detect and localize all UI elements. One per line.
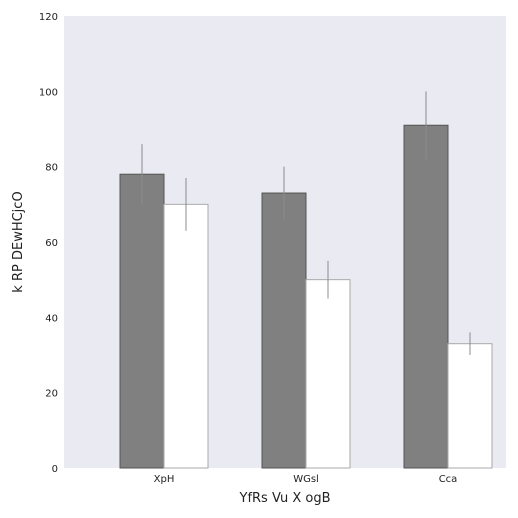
bar xyxy=(305,279,351,469)
y-tick-label: 40 xyxy=(45,313,58,324)
bar xyxy=(261,192,307,469)
y-axis-label: k RP DEwHCjcO xyxy=(11,191,26,292)
x-tick-label: Cca xyxy=(439,474,458,485)
x-tick-label: XpH xyxy=(154,474,175,485)
y-tick-label: 80 xyxy=(45,163,58,174)
x-axis-label: YfRs Vu X ogB xyxy=(239,491,331,506)
y-tick-label: 60 xyxy=(45,238,58,249)
bar xyxy=(119,173,165,469)
x-tick-label: WGsl xyxy=(293,474,319,485)
x-tick-labels: XpH WGsl Cca xyxy=(154,474,458,485)
bar xyxy=(403,124,449,469)
bars-layer xyxy=(119,124,493,469)
y-tick-labels: 0 20 40 60 80 100 120 xyxy=(39,12,58,475)
bar xyxy=(447,343,493,469)
y-tick-label: 0 xyxy=(52,464,58,475)
y-tick-label: 120 xyxy=(39,12,58,23)
errorbars-layer xyxy=(141,91,471,355)
bar xyxy=(163,203,209,469)
y-tick-label: 20 xyxy=(45,389,58,400)
y-tick-label: 100 xyxy=(39,87,58,98)
